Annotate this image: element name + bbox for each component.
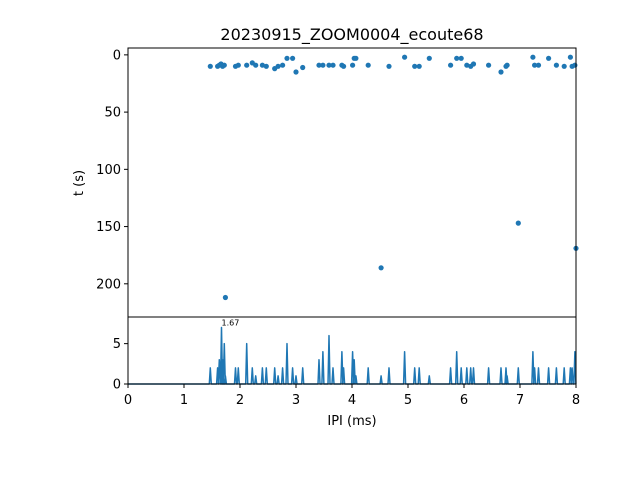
scatter-point bbox=[386, 63, 392, 69]
scatter-point bbox=[378, 265, 384, 271]
scatter-point bbox=[458, 55, 464, 61]
scatter-point bbox=[253, 62, 259, 68]
scatter-point bbox=[530, 54, 536, 60]
x-tick-label: 0 bbox=[124, 393, 132, 408]
scatter-point bbox=[454, 55, 460, 61]
scatter-point bbox=[567, 54, 574, 60]
scatter-point bbox=[365, 62, 371, 68]
x-tick-label: 2 bbox=[236, 393, 244, 408]
scatter-point bbox=[221, 62, 227, 68]
y-tick-label: 150 bbox=[96, 220, 121, 235]
x-tick-label: 8 bbox=[572, 393, 580, 408]
histogram-x-ticks: 0 1 2 3 4 5 6 7 8 bbox=[124, 384, 580, 408]
scatter-point bbox=[553, 62, 560, 68]
y-tick-label: 100 bbox=[96, 163, 121, 178]
histogram-axes-frame bbox=[127, 316, 577, 385]
x-tick-label: 5 bbox=[404, 393, 412, 408]
histogram-y-ticks: 05 bbox=[113, 337, 128, 393]
y-tick-label: 50 bbox=[104, 106, 121, 121]
histogram-line bbox=[128, 326, 577, 385]
x-tick-label: 3 bbox=[292, 393, 300, 408]
scatter-point bbox=[535, 62, 542, 68]
scatter-point bbox=[504, 62, 510, 68]
y-tick-label: 5 bbox=[113, 337, 121, 352]
scatter-point bbox=[470, 61, 477, 67]
x-tick-label: 6 bbox=[460, 393, 468, 408]
x-tick-label: 7 bbox=[516, 393, 524, 408]
scatter-point bbox=[353, 55, 359, 61]
y-tick-label: 0 bbox=[113, 48, 121, 63]
scatter-point bbox=[207, 63, 213, 69]
scatter-point bbox=[259, 62, 265, 68]
x-tick-label: 1 bbox=[180, 393, 188, 408]
scatter-points bbox=[207, 54, 579, 301]
scatter-point bbox=[498, 69, 504, 75]
scatter-point bbox=[316, 62, 322, 68]
scatter-point bbox=[244, 62, 250, 68]
y-tick-label: 200 bbox=[96, 277, 121, 292]
scatter-point bbox=[426, 55, 432, 61]
y-tick-label: 0 bbox=[113, 378, 121, 393]
scatter-point bbox=[300, 64, 306, 71]
scatter-point bbox=[222, 294, 228, 301]
scatter-point bbox=[284, 55, 290, 61]
scatter-point bbox=[275, 63, 281, 69]
peak-annotation: 1.67 bbox=[222, 319, 240, 328]
scatter-point bbox=[464, 62, 470, 68]
scatter-point bbox=[320, 62, 326, 68]
scatter-y-ticks: 0 50 100 150 200 bbox=[96, 48, 128, 292]
scatter-point bbox=[416, 63, 422, 69]
scatter-point bbox=[235, 62, 241, 68]
chart-title: 20230915_ZOOM0004_ecoute68 bbox=[220, 25, 483, 45]
scatter-point bbox=[412, 63, 418, 69]
scatter-point bbox=[515, 220, 521, 226]
scatter-point bbox=[293, 69, 299, 75]
scatter-point bbox=[290, 55, 296, 61]
scatter-point bbox=[546, 55, 552, 61]
scatter-point bbox=[448, 62, 454, 68]
scatter-point bbox=[350, 62, 356, 68]
x-tick-label: 4 bbox=[348, 393, 356, 408]
scatter-point bbox=[572, 62, 578, 68]
scatter-point bbox=[280, 62, 286, 68]
histogram-x-axis-label: IPI (ms) bbox=[327, 414, 376, 429]
scatter-point bbox=[330, 62, 336, 68]
scatter-point bbox=[326, 62, 332, 68]
scatter-y-axis-label: t (s) bbox=[72, 170, 87, 196]
scatter-point bbox=[561, 63, 567, 69]
scatter-panel: 0 50 100 150 200 t (s) bbox=[72, 47, 579, 318]
scatter-point bbox=[486, 62, 492, 68]
scatter-point bbox=[402, 54, 408, 60]
scatter-point bbox=[263, 63, 269, 69]
scatter-point bbox=[532, 62, 538, 68]
scatter-point bbox=[341, 63, 347, 69]
